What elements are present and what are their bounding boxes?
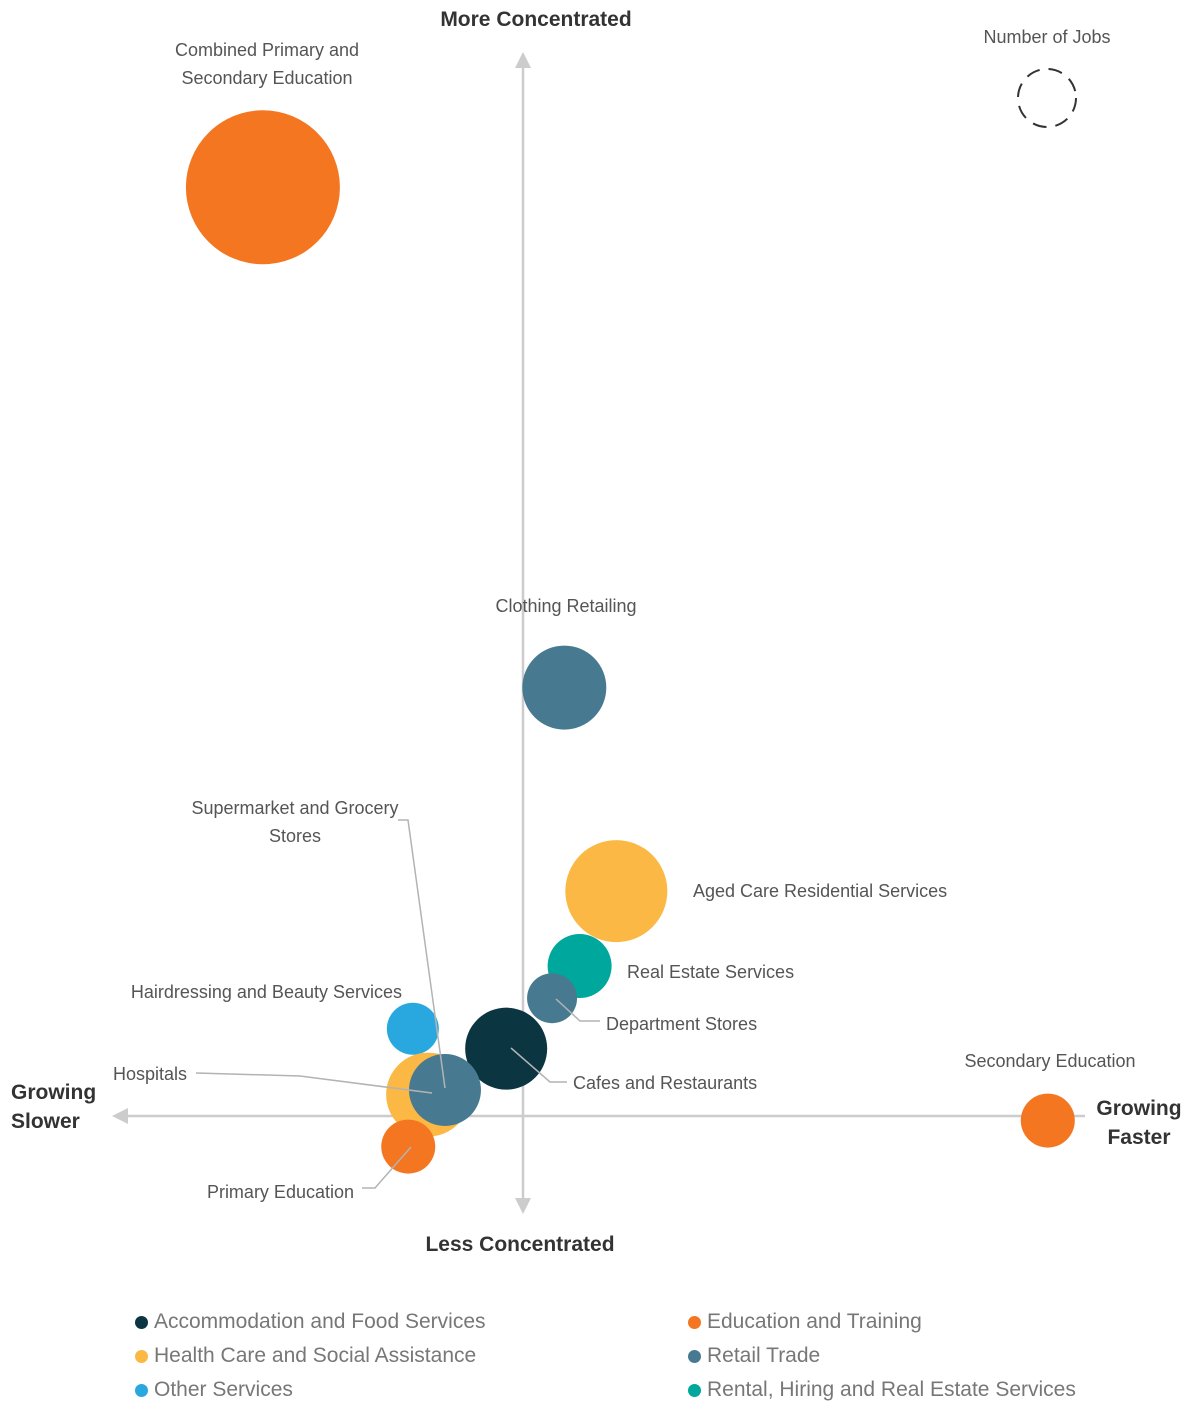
- leader-line: [362, 1146, 412, 1189]
- bubble-label: Hairdressing and Beauty Services: [131, 982, 402, 1002]
- bubble-point: [185, 110, 340, 265]
- bubble-label: Real Estate Services: [627, 962, 794, 982]
- axis-title-left-line: Growing: [11, 1081, 96, 1104]
- bubble-label: Department Stores: [606, 1014, 757, 1034]
- bubble-label-line: Cafes and Restaurants: [573, 1073, 757, 1093]
- bubble-point: [522, 645, 607, 730]
- leader-line: [195, 1072, 433, 1094]
- legend-swatch: [688, 1383, 701, 1397]
- legend-swatch: [688, 1315, 701, 1329]
- bubble-label: Aged Care Residential Services: [693, 881, 947, 901]
- bubble-label-line: Hairdressing and Beauty Services: [131, 982, 402, 1002]
- vertical-axis-arrow-up: [515, 52, 531, 68]
- axis-title-bottom: Less Concentrated: [425, 1233, 614, 1256]
- leader-line: [398, 819, 446, 1089]
- axis-title-right-line: Growing: [1096, 1097, 1181, 1120]
- legend-label: Rental, Hiring and Real Estate Services: [707, 1378, 1076, 1401]
- legend-item: Other Services: [135, 1378, 688, 1402]
- bubble-label-line: Real Estate Services: [627, 962, 794, 982]
- bubble-point: [1020, 1093, 1075, 1148]
- bubble-point: [381, 1119, 436, 1174]
- bubble-label: Supermarket and Grocery Stores: [191, 798, 398, 846]
- legend-swatch: [135, 1349, 148, 1363]
- size-legend-circle: [1017, 68, 1077, 128]
- legend-item: Health Care and Social Assistance: [135, 1344, 688, 1368]
- vertical-axis-arrow-down: [515, 1198, 531, 1214]
- legend-swatch: [135, 1383, 148, 1397]
- bubble-label-line: Clothing Retailing: [495, 596, 636, 616]
- axis-title-right: Growing Faster: [1096, 1097, 1181, 1149]
- category-legend: Accommodation and Food Services Education…: [135, 1310, 1135, 1402]
- bubble-label: Secondary Education: [964, 1051, 1135, 1071]
- bubble-label: Clothing Retailing: [495, 596, 636, 616]
- legend-swatch: [135, 1315, 148, 1329]
- axis-title-left-line: Slower: [11, 1110, 80, 1133]
- legend-item: Retail Trade: [688, 1344, 1135, 1368]
- bubble-point: [408, 1053, 481, 1126]
- legend-label: Education and Training: [707, 1310, 922, 1333]
- bubble-label-line: Department Stores: [606, 1014, 757, 1034]
- bubble-label-line: Supermarket and Grocery: [191, 798, 398, 818]
- size-legend-label: Number of Jobs: [983, 27, 1110, 47]
- horizontal-axis-arrow-left: [112, 1108, 128, 1124]
- legend-label: Other Services: [154, 1378, 293, 1401]
- axis-title-left: Growing Slower: [11, 1081, 96, 1133]
- bubble-label-line: Stores: [269, 826, 321, 846]
- bubble-label-line: Aged Care Residential Services: [693, 881, 947, 901]
- bubble-label: Combined Primary and Secondary Education: [175, 40, 359, 88]
- legend-label: Health Care and Social Assistance: [154, 1344, 477, 1367]
- legend-label: Accommodation and Food Services: [154, 1310, 486, 1333]
- bubble-point: [386, 1002, 439, 1055]
- axis-title-right-line: Faster: [1107, 1126, 1170, 1149]
- size-legend-label-line: Number of Jobs: [983, 27, 1110, 47]
- bubble-label: Hospitals: [113, 1064, 187, 1084]
- axis-title-top-line: More Concentrated: [440, 8, 631, 31]
- legend-swatch: [688, 1349, 701, 1363]
- bubble-chart: More Concentrated Less Concentrated Growin…: [11, 8, 1182, 1256]
- bubble-label-line: Secondary Education: [964, 1051, 1135, 1071]
- axis-title-bottom-line: Less Concentrated: [425, 1233, 614, 1256]
- axis-title-top: More Concentrated: [440, 8, 631, 31]
- leader-line: [555, 998, 600, 1022]
- bubble-point: [465, 1007, 548, 1090]
- bubble-point: [565, 840, 668, 943]
- bubble-label: Primary Education: [207, 1182, 354, 1202]
- legend-label: Retail Trade: [707, 1344, 821, 1367]
- bubble-label: Cafes and Restaurants: [573, 1073, 757, 1093]
- bubble-label-line: Combined Primary and: [175, 40, 359, 60]
- leader-line: [510, 1047, 567, 1083]
- bubble-point: [527, 973, 578, 1024]
- bubble-label-line: Secondary Education: [181, 68, 352, 88]
- legend-item: Rental, Hiring and Real Estate Services: [688, 1378, 1135, 1402]
- legend-item: Accommodation and Food Services: [135, 1310, 688, 1334]
- legend-item: Education and Training: [688, 1310, 1135, 1334]
- bubble-label-line: Primary Education: [207, 1182, 354, 1202]
- bubble-label-line: Hospitals: [113, 1064, 187, 1084]
